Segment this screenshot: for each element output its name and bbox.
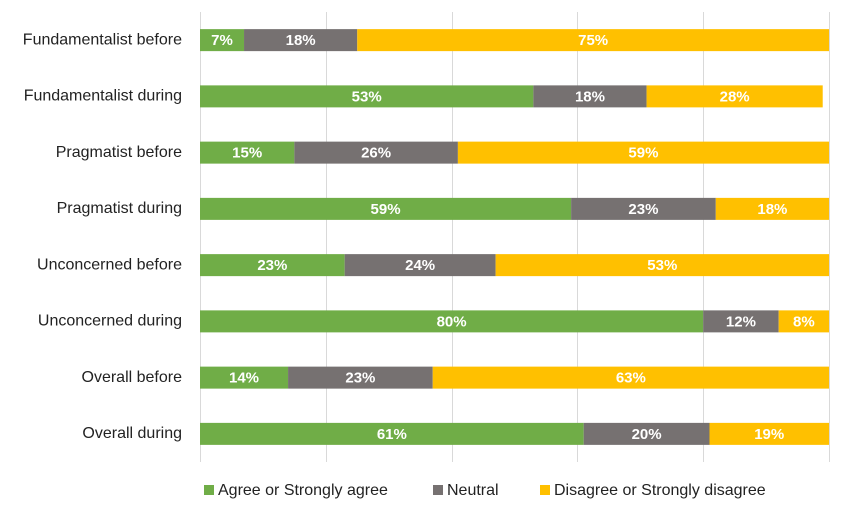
category-label-7: Overall during [82, 425, 182, 442]
data-label-4-1: 24% [405, 257, 435, 274]
bar-segment-7-2 [709, 422, 829, 445]
bar-segment-6-1 [288, 366, 433, 389]
data-label-7-0: 61% [377, 426, 407, 443]
data-label-4-0: 23% [257, 257, 287, 274]
bar-segment-1-0 [200, 85, 534, 108]
bar-segment-2-0 [200, 141, 295, 164]
data-label-6-0: 14% [229, 370, 259, 387]
category-label-4: Unconcerned before [37, 256, 182, 273]
data-label-4-2: 53% [647, 257, 677, 274]
bar-segment-4-0 [200, 254, 345, 277]
data-label-2-1: 26% [361, 145, 391, 162]
bar-segment-5-0 [200, 310, 704, 333]
bar-segment-5-1 [703, 310, 779, 333]
data-label-0-1: 18% [286, 32, 316, 49]
data-label-2-2: 59% [628, 145, 658, 162]
data-label-1-1: 18% [575, 88, 605, 105]
category-label-0: Fundamentalist before [23, 31, 182, 48]
legend-label-1: Neutral [447, 482, 499, 499]
category-label-2: Pragmatist before [56, 144, 182, 161]
data-label-3-1: 23% [628, 201, 658, 218]
legend: Agree or Strongly agree Neutral Disagree o… [204, 482, 766, 499]
bar-segment-1-1 [533, 85, 647, 108]
data-label-1-0: 53% [352, 88, 382, 105]
data-label-5-1: 12% [726, 313, 756, 330]
legend-label-0: Agree or Strongly agree [218, 482, 388, 499]
bar-segment-4-2 [495, 254, 829, 277]
bar-segment-2-1 [294, 141, 458, 164]
data-label-0-2: 75% [578, 32, 608, 49]
bar-segment-7-0 [200, 422, 584, 445]
legend-swatch-2 [540, 485, 550, 495]
data-label-6-1: 23% [345, 370, 375, 387]
data-label-0-0: 7% [211, 32, 233, 49]
bar-segment-3-1 [571, 197, 716, 220]
bar-segment-6-0 [200, 366, 289, 389]
legend-label-2: Disagree or Strongly disagree [554, 482, 766, 499]
legend-swatch-0 [204, 485, 214, 495]
bar-segment-3-2 [715, 197, 829, 220]
bar-segment-1-2 [646, 85, 823, 108]
bar-segment-0-1 [244, 29, 358, 52]
bar-segment-2-2 [457, 141, 829, 164]
data-label-7-1: 20% [632, 426, 662, 443]
bar-segment-6-2 [432, 366, 829, 389]
category-label-5: Unconcerned during [38, 313, 182, 330]
category-label-6: Overall before [82, 369, 183, 386]
category-label-3: Pragmatist during [57, 200, 182, 217]
data-label-6-2: 63% [616, 370, 646, 387]
bar-segment-4-1 [344, 254, 496, 277]
category-labels: Fundamentalist before Fundamentalist duri… [23, 31, 182, 442]
legend-swatch-1 [433, 485, 443, 495]
data-label-5-2: 8% [793, 313, 815, 330]
bar-segment-5-2 [778, 310, 829, 333]
data-label-3-2: 18% [757, 201, 787, 218]
bar-segment-3-0 [200, 197, 572, 220]
data-label-2-0: 15% [232, 145, 262, 162]
data-label-1-2: 28% [720, 88, 750, 105]
gridlines [200, 12, 830, 462]
data-label-3-0: 59% [371, 201, 401, 218]
bar-segment-0-2 [357, 29, 829, 52]
data-label-5-0: 80% [437, 313, 467, 330]
bar-segment-0-0 [200, 29, 245, 52]
data-label-7-2: 19% [754, 426, 784, 443]
bars: 7% 18% 75% 53% 18% 28% 15% 26% 59% 59% 23% 18% 23% 24… [200, 29, 829, 445]
category-label-1: Fundamentalist during [24, 88, 182, 105]
bar-segment-7-1 [583, 422, 710, 445]
